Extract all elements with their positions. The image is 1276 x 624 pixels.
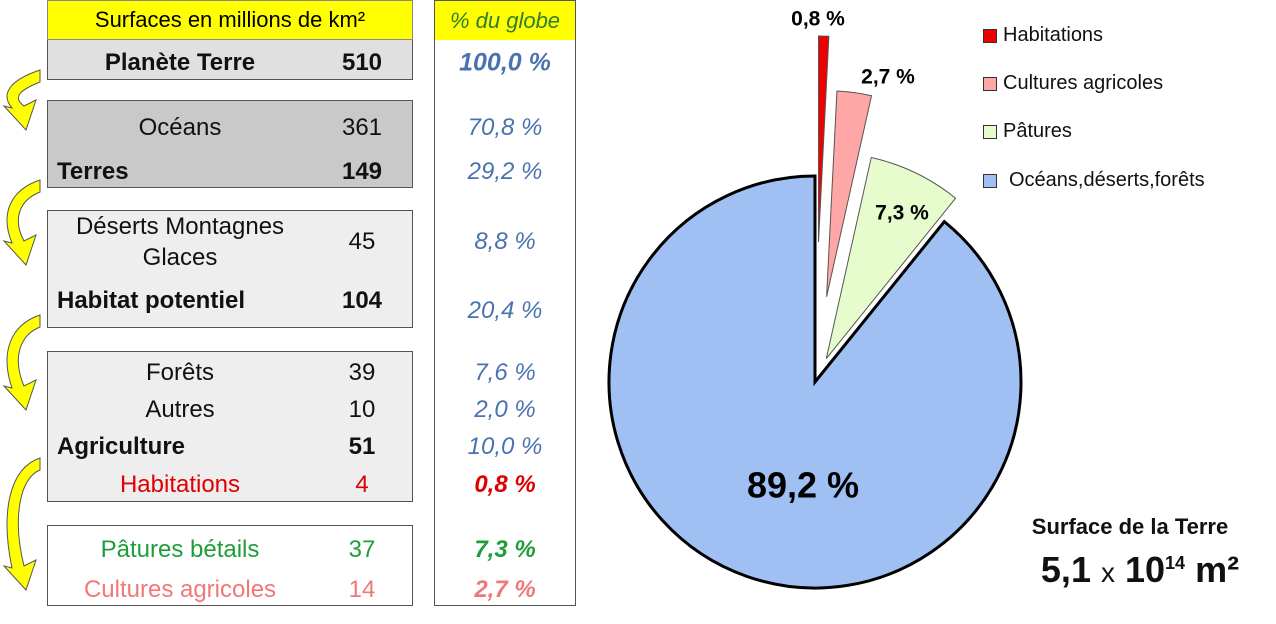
group-habitat xyxy=(47,210,413,328)
row-pct: 70,8 % xyxy=(467,114,543,141)
row-value: 4 xyxy=(355,471,369,498)
caption-unit: m² xyxy=(1195,549,1240,590)
group-agri-detail xyxy=(47,525,413,606)
row-value: 361 xyxy=(341,114,383,141)
caption-mantissa: 5,1 xyxy=(1040,549,1091,590)
legend-swatch xyxy=(983,76,997,91)
legend-item: Cultures agricoles xyxy=(983,72,1163,95)
row-pct: 7,6 % xyxy=(474,359,536,386)
group-agriculture xyxy=(47,351,413,502)
row-value: 37 xyxy=(348,536,376,563)
legend-label: Océans,déserts,forêts xyxy=(1009,169,1205,191)
row-pct: 7,3 % xyxy=(474,536,536,563)
table-header-surfaces: Surfaces en millions de km² xyxy=(47,0,413,40)
caption-base: 10 xyxy=(1124,549,1166,590)
yellow-arrow-icon xyxy=(2,314,41,411)
pie-slice-3 xyxy=(607,174,1023,590)
row-value: 14 xyxy=(348,576,376,603)
row-pct: 2,0 % xyxy=(474,396,536,423)
pie-data-label: 89,2 % xyxy=(747,465,859,506)
pie-data-label: 7,3 % xyxy=(875,202,929,225)
yellow-arrow-icon xyxy=(2,69,41,131)
row-pct: 10,0 % xyxy=(467,433,543,460)
legend-swatch xyxy=(983,173,997,188)
caption-times: x xyxy=(1100,557,1115,588)
row-label-line2: Glaces xyxy=(142,244,218,271)
caption-value: 5,1 x 1014 m² xyxy=(1041,552,1239,588)
row-value: 10 xyxy=(348,396,376,423)
row-label: Pâtures bétails xyxy=(100,536,260,563)
row-label: Déserts Montagnes xyxy=(75,213,285,240)
row-label: Agriculture xyxy=(57,433,186,460)
row-value: 45 xyxy=(348,228,376,255)
legend-swatch xyxy=(983,124,997,139)
row-label: Forêts xyxy=(145,359,215,386)
caption-title: Surface de la Terre xyxy=(1031,514,1229,539)
row-label: Terres xyxy=(57,158,129,185)
row-pct: 100,0 % xyxy=(459,48,551,77)
legend-label: Habitations xyxy=(1003,24,1104,46)
legend-item: Habitations xyxy=(983,24,1103,47)
row-value: 51 xyxy=(348,433,376,460)
row-pct: 20,4 % xyxy=(467,297,543,324)
row-value: 510 xyxy=(341,49,383,76)
row-label: Océans xyxy=(138,114,222,141)
row-value: 39 xyxy=(348,359,376,386)
pie-data-label: 0,8 % xyxy=(791,8,845,31)
legend-label: Pâtures xyxy=(1003,120,1072,142)
row-value: 149 xyxy=(341,158,383,185)
header-label: % du globe xyxy=(449,7,561,33)
legend-item: Océans,déserts,forêts xyxy=(983,169,1205,192)
legend-swatch xyxy=(983,28,997,43)
legend-label: Cultures agricoles xyxy=(1003,72,1164,94)
row-label: Planète Terre xyxy=(104,49,256,76)
yellow-arrow-icon xyxy=(2,179,41,266)
row-label: Cultures agricoles xyxy=(83,576,277,603)
pct-column xyxy=(434,0,576,606)
legend-item: Pâtures xyxy=(983,120,1072,143)
row-label: Autres xyxy=(145,396,215,423)
group-oceans-terres xyxy=(47,100,413,188)
pie-slice-0 xyxy=(818,35,830,243)
caption-exponent: 14 xyxy=(1165,553,1186,573)
pie-data-label: 2,7 % xyxy=(861,66,915,89)
row-pct: 2,7 % xyxy=(474,576,536,603)
row-pct: 0,8 % xyxy=(474,471,536,498)
header-label: Surfaces en millions de km² xyxy=(94,7,366,32)
row-label: Habitations xyxy=(119,471,241,498)
table-header-pct: % du globe xyxy=(435,1,575,40)
pie-slice-2 xyxy=(825,156,957,359)
group-planet xyxy=(47,40,413,80)
row-pct: 8,8 % xyxy=(474,228,536,255)
pie-slice-1 xyxy=(826,90,873,297)
row-pct: 29,2 % xyxy=(467,158,543,185)
yellow-arrow-icon xyxy=(2,457,41,591)
row-label: Habitat potentiel xyxy=(57,287,246,314)
row-value: 104 xyxy=(341,287,383,314)
